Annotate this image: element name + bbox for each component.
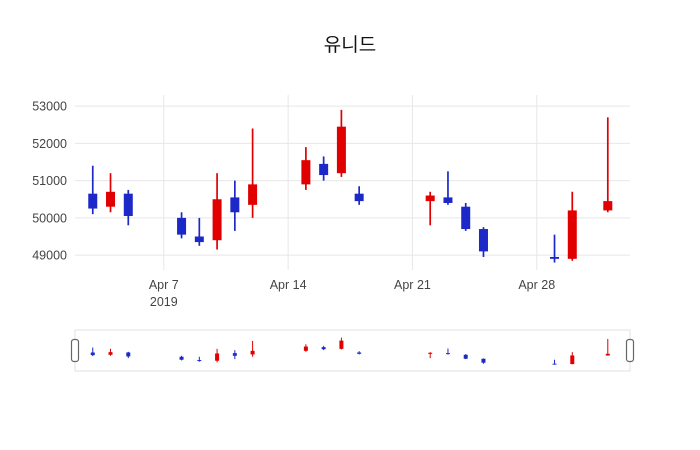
candle	[425, 191, 435, 226]
candle	[106, 173, 116, 213]
candle	[603, 117, 613, 213]
candle	[108, 348, 113, 356]
x-tick-label: Apr 7	[149, 278, 179, 292]
candle	[461, 202, 471, 231]
y-tick-label: 51000	[32, 174, 67, 188]
candle	[179, 355, 184, 361]
candle	[248, 128, 258, 218]
candle	[428, 352, 433, 359]
y-tick-label: 53000	[32, 100, 67, 114]
gridlines	[75, 95, 630, 270]
candle	[339, 337, 344, 350]
candle	[232, 350, 237, 360]
candle	[478, 227, 488, 257]
candle	[550, 234, 560, 263]
candle	[463, 354, 468, 360]
x-axis-labels: Apr 7 2019 Apr 14 Apr 21 Apr 28	[149, 278, 555, 309]
candle	[194, 217, 204, 246]
candle	[552, 359, 557, 365]
candle	[605, 338, 610, 356]
candle	[212, 173, 222, 250]
y-tick-label: 52000	[32, 137, 67, 151]
candles-main[interactable]	[88, 109, 613, 263]
rangeslider[interactable]	[70, 329, 635, 372]
x-tick-label: Apr 14	[270, 278, 307, 292]
candle	[319, 156, 329, 181]
y-axis-labels: 49000 50000 51000 52000 53000	[32, 100, 67, 263]
candles-mini	[90, 337, 610, 365]
candle	[481, 358, 486, 364]
candle	[90, 347, 95, 357]
candle	[336, 109, 346, 177]
candle	[303, 344, 308, 352]
candle	[88, 165, 98, 215]
candle	[445, 348, 450, 355]
candle	[567, 191, 577, 261]
candle	[177, 212, 187, 239]
candle	[250, 340, 255, 357]
rangeslider-left-handle[interactable]	[70, 338, 80, 363]
candle	[570, 352, 575, 365]
candle	[321, 345, 326, 351]
candle	[230, 180, 240, 231]
candle	[301, 147, 311, 190]
rangeslider-right-handle[interactable]	[625, 338, 635, 363]
candle	[215, 348, 220, 363]
candle	[197, 356, 202, 362]
chart-title: 유니드	[323, 35, 377, 56]
candle	[354, 186, 364, 205]
x-tick-sublabel: 2019	[150, 295, 178, 309]
x-tick-label: Apr 28	[518, 278, 555, 292]
rangeslider-track[interactable]	[74, 329, 631, 372]
x-tick-label: Apr 21	[394, 278, 431, 292]
candle	[357, 351, 362, 355]
candle	[123, 189, 133, 226]
y-tick-label: 49000	[32, 249, 67, 263]
candle	[126, 351, 131, 359]
candle	[443, 171, 453, 205]
y-tick-label: 50000	[32, 211, 67, 225]
